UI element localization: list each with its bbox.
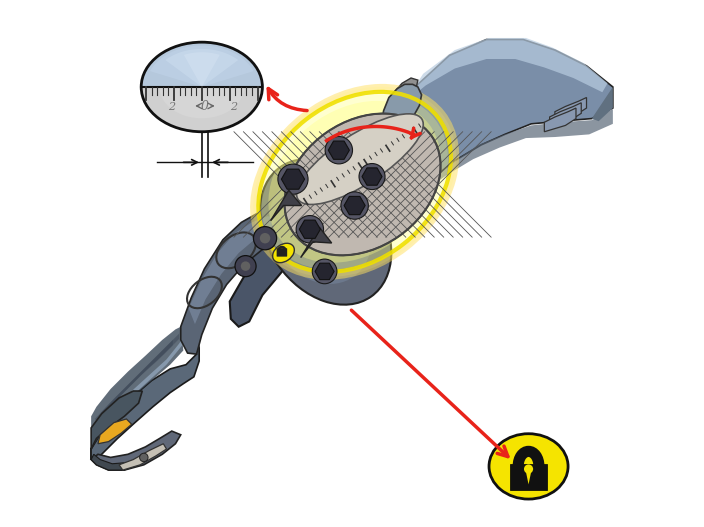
- Polygon shape: [184, 52, 220, 87]
- Text: 2: 2: [230, 102, 237, 112]
- Polygon shape: [100, 329, 189, 430]
- Polygon shape: [91, 327, 199, 460]
- Polygon shape: [301, 227, 332, 258]
- Polygon shape: [299, 220, 320, 238]
- Circle shape: [325, 136, 353, 164]
- Ellipse shape: [261, 94, 448, 269]
- Ellipse shape: [284, 114, 441, 255]
- Polygon shape: [270, 190, 301, 221]
- Polygon shape: [376, 109, 613, 207]
- Polygon shape: [381, 84, 422, 128]
- Polygon shape: [181, 212, 286, 354]
- Polygon shape: [159, 87, 244, 118]
- Polygon shape: [142, 87, 263, 132]
- Polygon shape: [282, 169, 305, 189]
- FancyBboxPatch shape: [277, 248, 287, 257]
- Polygon shape: [142, 42, 263, 87]
- Circle shape: [253, 227, 277, 250]
- Polygon shape: [550, 103, 582, 126]
- Ellipse shape: [268, 101, 441, 263]
- Text: 0: 0: [201, 101, 209, 113]
- Ellipse shape: [269, 174, 372, 284]
- Polygon shape: [592, 87, 613, 121]
- Polygon shape: [362, 168, 382, 185]
- Polygon shape: [315, 263, 334, 280]
- Circle shape: [524, 464, 533, 474]
- Polygon shape: [413, 163, 426, 182]
- Text: 2: 2: [168, 102, 175, 112]
- Circle shape: [296, 216, 324, 243]
- Ellipse shape: [489, 434, 568, 499]
- Polygon shape: [399, 172, 412, 191]
- Circle shape: [139, 453, 148, 462]
- Polygon shape: [230, 124, 423, 327]
- Polygon shape: [344, 197, 365, 214]
- Polygon shape: [91, 327, 183, 449]
- Polygon shape: [150, 45, 253, 87]
- Polygon shape: [189, 216, 275, 324]
- FancyBboxPatch shape: [510, 464, 548, 490]
- Circle shape: [235, 256, 256, 277]
- Circle shape: [341, 192, 368, 219]
- Polygon shape: [95, 340, 172, 423]
- Ellipse shape: [260, 159, 391, 305]
- Polygon shape: [101, 334, 179, 416]
- Circle shape: [260, 233, 270, 243]
- Ellipse shape: [272, 243, 294, 262]
- Polygon shape: [91, 391, 142, 460]
- Polygon shape: [165, 49, 238, 87]
- Ellipse shape: [253, 86, 456, 277]
- Polygon shape: [91, 431, 181, 470]
- Polygon shape: [98, 419, 132, 444]
- Polygon shape: [381, 40, 613, 195]
- Circle shape: [313, 259, 337, 284]
- Polygon shape: [384, 78, 418, 138]
- Polygon shape: [328, 141, 349, 159]
- Polygon shape: [555, 97, 586, 121]
- Circle shape: [359, 163, 385, 190]
- Ellipse shape: [296, 114, 423, 204]
- Polygon shape: [544, 108, 576, 132]
- Polygon shape: [525, 469, 532, 484]
- Circle shape: [241, 261, 251, 271]
- Polygon shape: [119, 444, 167, 470]
- Polygon shape: [91, 454, 135, 470]
- Circle shape: [278, 164, 308, 194]
- Polygon shape: [394, 38, 608, 119]
